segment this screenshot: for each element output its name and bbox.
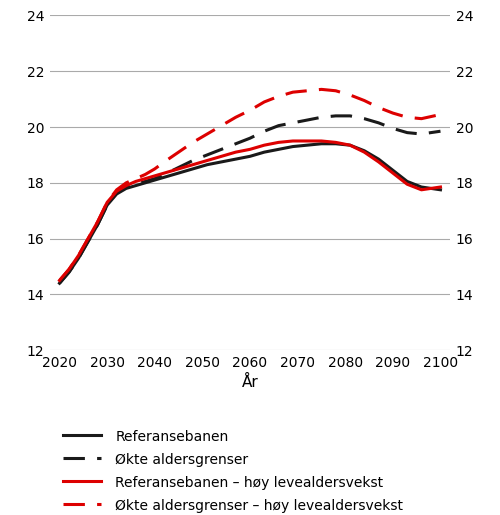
X-axis label: År: År [242, 375, 258, 390]
Legend: Referansebanen, Økte aldersgrenser, Referansebanen – høy levealdersvekst, Økte a: Referansebanen, Økte aldersgrenser, Refe… [57, 424, 409, 515]
